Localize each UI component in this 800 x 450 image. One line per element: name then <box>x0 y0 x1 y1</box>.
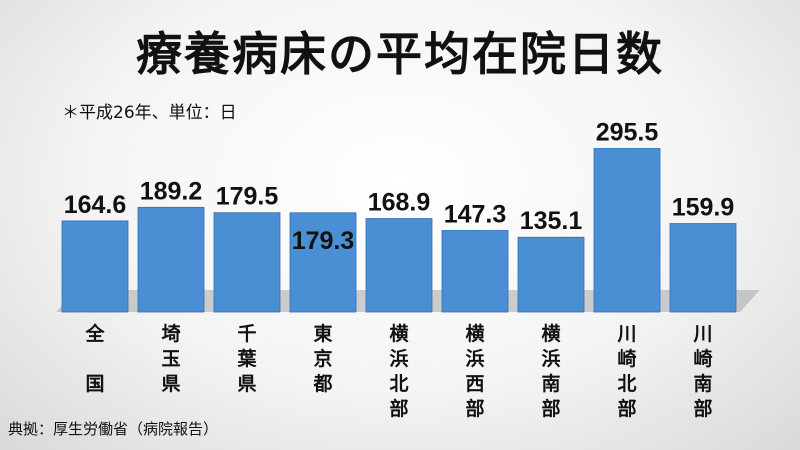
category-label-char: 千 <box>237 323 256 345</box>
category-label-char: 横 <box>465 322 485 345</box>
category-label-char: 川 <box>616 323 636 345</box>
value-label: 164.6 <box>64 191 127 219</box>
bar-東京都 <box>289 212 357 313</box>
category-label-char: 部 <box>465 397 484 420</box>
value-label: 295.5 <box>596 118 659 146</box>
category-label-char: 部 <box>617 397 636 420</box>
category-label-char: 横 <box>389 322 409 345</box>
bar-埼玉県 <box>137 206 205 313</box>
category-label-char: 県 <box>161 373 180 395</box>
chart-title: 療養病床の平均在院日数 <box>136 27 664 81</box>
value-label: 179.3 <box>292 227 355 255</box>
bar-横浜西部 <box>441 230 509 313</box>
category-label-char: 埼 <box>161 322 180 345</box>
bar-横浜南部 <box>517 236 585 313</box>
bar-川崎南部 <box>669 223 737 313</box>
value-label: 179.5 <box>216 183 279 211</box>
category-label-char: 玉 <box>161 348 180 370</box>
category-label-char: 都 <box>312 373 332 395</box>
category-label-char: 浜 <box>541 348 560 370</box>
category-label-char: 南 <box>541 373 560 395</box>
value-label: 168.9 <box>368 189 431 217</box>
value-label: 135.1 <box>520 207 583 235</box>
category-label-char: 川 <box>692 323 712 345</box>
category-label-char: 国 <box>85 373 104 395</box>
category-label-char: 横 <box>541 322 561 345</box>
source-note: 典拠：厚生労働省（病院報告） <box>8 420 219 438</box>
bar-千葉県 <box>213 212 281 313</box>
category-label-char: 葉 <box>236 348 257 370</box>
bar-川崎北部 <box>593 148 661 313</box>
category-label-char: 崎 <box>693 347 712 370</box>
category-label-char: 部 <box>389 397 408 420</box>
value-label: 189.2 <box>140 177 203 205</box>
category-label-char: 東 <box>313 322 332 345</box>
category-label-char: 南 <box>693 373 712 395</box>
category-label-char: 崎 <box>617 347 636 370</box>
category-label-char: 浜 <box>389 348 408 370</box>
category-label-char: 京 <box>313 347 332 370</box>
value-label: 147.3 <box>444 200 507 228</box>
chart-subtitle: ＊平成26年、単位：日 <box>62 103 237 123</box>
category-label-char: 北 <box>389 373 408 395</box>
category-label-char: 県 <box>237 373 256 395</box>
category-label-char: 北 <box>617 373 636 395</box>
category-label-char: 部 <box>541 397 560 420</box>
bar-横浜北部 <box>365 218 433 313</box>
bar-全国 <box>61 220 129 313</box>
category-label-char: 西 <box>465 373 484 395</box>
category-label-char: 浜 <box>465 348 484 370</box>
value-label: 159.9 <box>672 194 735 222</box>
category-label-char: 部 <box>693 397 712 420</box>
category-label-char: 全 <box>84 322 105 345</box>
